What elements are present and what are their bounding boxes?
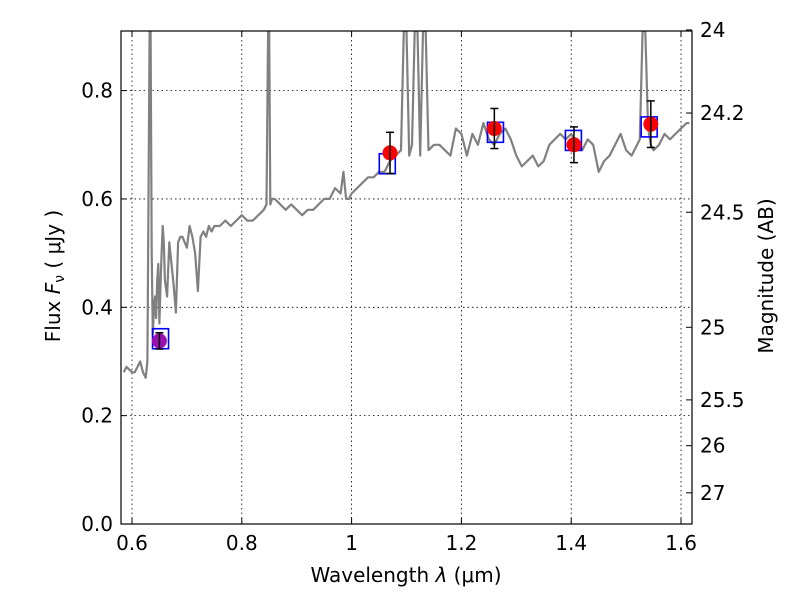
plot-area xyxy=(122,31,690,379)
y2-axis-ticks: 24 24.2 24.5 25 25.5 26 27 xyxy=(686,18,745,505)
y2-tick-label-0: 24 xyxy=(700,18,725,42)
y2-tick-label-3: 25 xyxy=(700,315,725,339)
y2-tick-label-6: 27 xyxy=(700,481,725,505)
y-tick-label-2: 0.4 xyxy=(81,295,113,319)
y2-tick-label-1: 24.2 xyxy=(700,101,745,125)
y-tick-label-0: 0.0 xyxy=(81,512,113,536)
y2-tick-label-5: 26 xyxy=(700,434,725,458)
spectrum-line xyxy=(122,31,690,379)
y-axis-label: Flux Fν ( μJy ) xyxy=(41,210,68,342)
y2-axis-label: Magnitude (AB) xyxy=(754,198,778,353)
x-axis-ticks: 0.6 0.8 1 1.2 1.4 1.6 xyxy=(116,31,697,555)
grid-lines xyxy=(121,31,692,525)
x-tick-label-1: 0.8 xyxy=(226,531,258,555)
y-tick-label-3: 0.6 xyxy=(81,187,113,211)
x-tick-label-4: 1.4 xyxy=(555,531,587,555)
x-tick-label-3: 1.2 xyxy=(445,531,477,555)
x-tick-label-0: 0.6 xyxy=(116,531,148,555)
y2-tick-label-4: 25.5 xyxy=(700,388,745,412)
y2-tick-label-2: 24.5 xyxy=(700,200,745,224)
x-tick-label-5: 1.6 xyxy=(665,531,697,555)
x-tick-label-2: 1 xyxy=(345,531,358,555)
axes-frame xyxy=(120,30,693,525)
x-axis-label: Wavelength λ (μm) xyxy=(310,563,501,587)
plot-frame xyxy=(120,30,693,525)
y-tick-label-4: 0.8 xyxy=(81,79,113,103)
y-axis-ticks: 0.0 0.2 0.4 0.6 0.8 xyxy=(81,79,127,536)
y-tick-label-1: 0.2 xyxy=(81,404,113,428)
